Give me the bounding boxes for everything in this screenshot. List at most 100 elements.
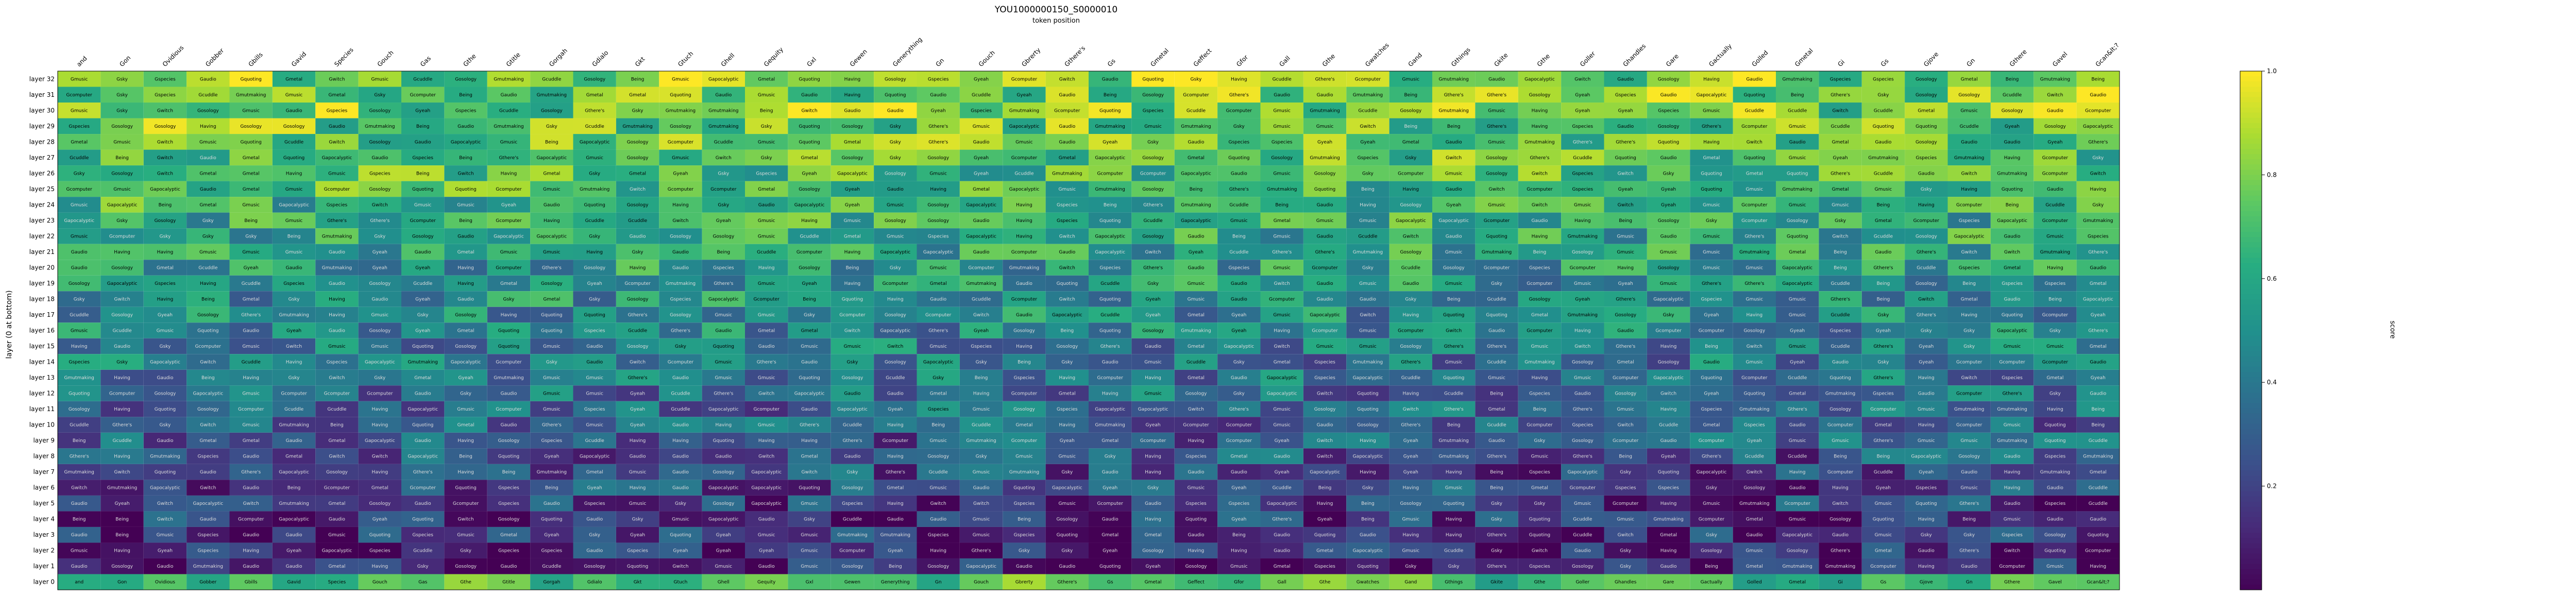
cell-label: Gyeah (544, 454, 559, 460)
cell-label: Gmusic (1875, 533, 1892, 538)
cell-label: Gmusic (1230, 564, 1248, 569)
y-tick-label: layer 9 (33, 437, 55, 444)
cell-label: Gaudio (2004, 501, 2021, 506)
cell-label: Gcuddle (284, 140, 304, 145)
cell-label: Being (1361, 501, 1375, 506)
cell-label: Gspecies (498, 501, 519, 506)
heatmap-cell (1947, 149, 1991, 166)
cell-label: Gsky (159, 344, 171, 349)
cell-label: Gquoting (1701, 376, 1722, 381)
cell-label: Gaudio (286, 564, 302, 569)
heatmap-cell (831, 118, 874, 134)
cell-label: Gmetal (1145, 580, 1162, 585)
cell-label: Gmutmaking (64, 376, 94, 381)
cell-label: Gwitch (930, 501, 946, 506)
x-tick-label: Gall (1278, 55, 1291, 68)
cell-label: Gsky (804, 517, 816, 522)
cell-label: Gcomputer (1011, 250, 1038, 255)
cell-label: Gthere's (1272, 517, 1292, 522)
heatmap-cell (143, 197, 187, 213)
cell-label: Gaudio (329, 250, 345, 255)
x-tick-label: Gthere's (1063, 44, 1087, 68)
cell-label: Being (1490, 486, 1503, 491)
cell-label: Gaudio (973, 140, 990, 145)
heatmap-cell (1432, 165, 1476, 181)
cell-label: Gquoting (1185, 517, 1207, 522)
cell-label: Gdialo (587, 580, 602, 585)
colorbar-segment (2240, 393, 2262, 398)
cell-label: Gmusic (715, 564, 733, 569)
cell-label: Gthings (1445, 580, 1463, 585)
heatmap-cell (874, 165, 917, 181)
cell-label: Gcomputer (1527, 423, 1553, 428)
cell-label: Gaudio (329, 124, 345, 129)
cell-label: Gaudio (500, 392, 517, 397)
cell-label: Gcuddle (113, 438, 132, 444)
cell-label: Gmetal (1188, 313, 1205, 318)
cell-label: Gapocalyptic (708, 77, 739, 82)
cell-label: Gaudio (1918, 392, 1935, 397)
cell-label: Gwitch (157, 171, 173, 176)
cell-label: Gmutmaking (279, 313, 309, 318)
colorbar-segment (2240, 227, 2262, 232)
cell-label: Gcomputer (1484, 265, 1510, 270)
cell-label: Gcomputer (195, 344, 222, 349)
cell-label: Gcuddle (1788, 454, 1807, 460)
colorbar-segment (2240, 475, 2262, 482)
cell-label: Gmusic (543, 407, 561, 412)
heatmap-cell (1260, 87, 1303, 103)
heatmap-cell (1733, 134, 1776, 150)
cell-label: Gspecies (69, 360, 90, 365)
cell-label: Gaudio (371, 156, 388, 161)
cell-label: Having (1789, 470, 1806, 475)
heatmap-cell (1260, 165, 1303, 181)
cell-label: Gwitch (200, 360, 216, 365)
cell-label: Gmutmaking (1739, 501, 1769, 506)
cell-label: Gosology (1658, 77, 1680, 82)
cell-label: Gcomputer (238, 517, 264, 522)
heatmap-cell (1861, 118, 1905, 134)
cell-label: Gmetal (1101, 438, 1118, 444)
cell-label: Gaudio (586, 549, 603, 554)
heatmap-grid: Gmusic Gsky Gspecies Gaudio Gquoting Gmetal Gw… (57, 71, 2120, 590)
cell-label: Gyeah (1016, 93, 1031, 98)
cell-label: Gwitch (1532, 549, 1548, 554)
cell-label: Gaudio (2090, 392, 2106, 397)
colorbar-segment (2240, 87, 2262, 92)
cell-label: Gspecies (1701, 297, 1722, 302)
heatmap-cell (1432, 149, 1476, 166)
colorbar-segment (2240, 574, 2262, 580)
colorbar-segment (2240, 584, 2262, 590)
cell-label: Gwitch (1747, 470, 1762, 475)
cell-label: Gyeah (1618, 108, 1633, 113)
colorbar-tick-label: 0.2 (2267, 483, 2277, 490)
heatmap-cell (530, 103, 573, 118)
cell-label: Gyeah (1403, 438, 1418, 444)
cell-label: Gyeah (1661, 187, 1676, 192)
cell-label: Gyeah (1360, 140, 1375, 145)
y-axis-label: layer (0 at bottom) (5, 290, 13, 359)
cell-label: Gmutmaking (494, 376, 523, 381)
cell-label: Gaudio (1317, 423, 1333, 428)
heatmap-cell (1776, 134, 1819, 150)
cell-label: Gapocalyptic (966, 564, 996, 569)
cell-label: Gspecies (327, 108, 348, 113)
heatmap-cell (1905, 118, 1948, 134)
cell-label: Gsky (374, 234, 386, 239)
cell-label: Gmusic (242, 108, 260, 113)
cell-label: Gmutmaking (1438, 438, 1468, 444)
y-tick-label: layer 29 (29, 123, 55, 130)
cell-label: Gmusic (1531, 344, 1549, 349)
heatmap-cell (401, 181, 445, 197)
heatmap-cell (401, 149, 445, 166)
y-tick-label: layer 3 (33, 531, 55, 538)
cell-label: Gwitch (1833, 501, 1849, 506)
cell-label: Having (1403, 392, 1419, 397)
heatmap-cell (1089, 149, 1132, 166)
colorbar-label: score (2388, 321, 2396, 339)
cell-label: Gosology (927, 156, 949, 161)
cell-label: Gspecies (1572, 124, 1594, 129)
cell-label: Gyeah (1231, 313, 1246, 318)
cell-label: Having (457, 438, 474, 444)
cell-label: Gsky (718, 202, 730, 208)
